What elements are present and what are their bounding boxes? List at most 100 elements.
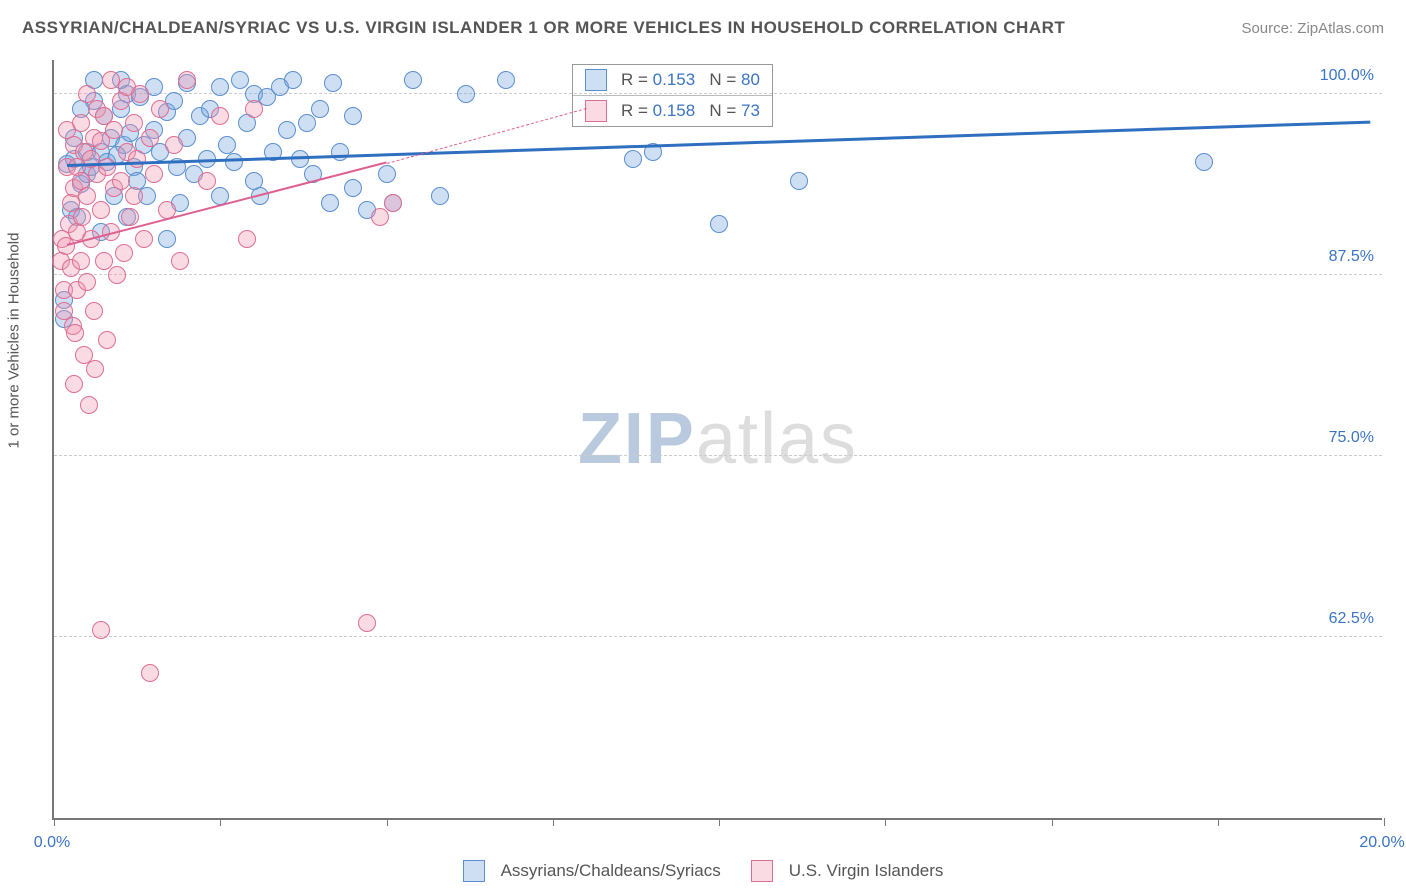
- x-tick-label: 20.0%: [1359, 834, 1404, 852]
- legend-row: R = 0.158 N = 73: [573, 95, 772, 126]
- scatter-point: [72, 252, 90, 270]
- legend-row: R = 0.153 N = 80: [573, 65, 772, 95]
- scatter-point: [457, 85, 475, 103]
- scatter-point: [86, 360, 104, 378]
- scatter-point: [1195, 153, 1213, 171]
- chart-source: Source: ZipAtlas.com: [1241, 20, 1384, 37]
- scatter-point: [92, 621, 110, 639]
- scatter-point: [98, 158, 116, 176]
- scatter-point: [378, 165, 396, 183]
- legend-series: Assyrians/Chaldeans/Syriacs U.S. Virgin I…: [0, 860, 1406, 882]
- trend-line: [386, 108, 586, 164]
- scatter-point: [238, 230, 256, 248]
- scatter-point: [178, 71, 196, 89]
- scatter-point: [311, 100, 329, 118]
- scatter-point: [108, 266, 126, 284]
- watermark-zip: ZIP: [578, 399, 696, 479]
- x-tick-label: 0.0%: [34, 834, 70, 852]
- gridline: [54, 274, 1382, 275]
- scatter-point: [371, 208, 389, 226]
- legend-stat: R = 0.153 N = 80: [621, 70, 760, 90]
- scatter-point: [245, 100, 263, 118]
- scatter-point: [145, 165, 163, 183]
- scatter-point: [624, 150, 642, 168]
- scatter-point: [344, 179, 362, 197]
- scatter-point: [165, 136, 183, 154]
- scatter-point: [231, 71, 249, 89]
- scatter-point: [57, 237, 75, 255]
- scatter-point: [358, 614, 376, 632]
- legend-swatch: [585, 100, 607, 122]
- legend-item: Assyrians/Chaldeans/Syriacs: [463, 860, 721, 882]
- scatter-point: [151, 100, 169, 118]
- scatter-point: [95, 252, 113, 270]
- scatter-point: [135, 230, 153, 248]
- scatter-point: [298, 114, 316, 132]
- legend-item: U.S. Virgin Islanders: [751, 860, 944, 882]
- y-tick-label: 62.5%: [1329, 610, 1374, 628]
- scatter-point: [121, 208, 139, 226]
- scatter-point: [66, 324, 84, 342]
- watermark: ZIPatlas: [578, 398, 858, 480]
- legend-swatch: [585, 69, 607, 91]
- scatter-point: [284, 71, 302, 89]
- scatter-point: [115, 244, 133, 262]
- x-tick: [1218, 818, 1219, 826]
- scatter-point: [98, 331, 116, 349]
- scatter-point: [141, 664, 159, 682]
- scatter-point: [384, 194, 402, 212]
- x-tick: [885, 818, 886, 826]
- trend-line: [67, 120, 1370, 166]
- legend-swatch: [751, 860, 773, 882]
- scatter-point: [211, 107, 229, 125]
- x-tick: [387, 818, 388, 826]
- scatter-point: [331, 143, 349, 161]
- x-tick: [1052, 818, 1053, 826]
- gridline: [54, 455, 1382, 456]
- scatter-point: [324, 74, 342, 92]
- x-tick: [1384, 818, 1385, 826]
- scatter-point: [65, 375, 83, 393]
- scatter-point: [131, 85, 149, 103]
- gridline: [54, 636, 1382, 637]
- watermark-atlas: atlas: [696, 399, 858, 479]
- scatter-point: [321, 194, 339, 212]
- y-tick-label: 87.5%: [1329, 248, 1374, 266]
- scatter-point: [790, 172, 808, 190]
- chart-title: ASSYRIAN/CHALDEAN/SYRIAC VS U.S. VIRGIN …: [22, 18, 1065, 38]
- scatter-point: [198, 172, 216, 190]
- y-tick-label: 100.0%: [1320, 67, 1374, 85]
- scatter-point: [710, 215, 728, 233]
- scatter-point: [158, 230, 176, 248]
- y-tick-label: 75.0%: [1329, 429, 1374, 447]
- scatter-point: [141, 129, 159, 147]
- scatter-point: [105, 121, 123, 139]
- scatter-point: [85, 302, 103, 320]
- scatter-point: [78, 273, 96, 291]
- scatter-point: [78, 187, 96, 205]
- scatter-point: [112, 172, 130, 190]
- x-tick: [54, 818, 55, 826]
- scatter-point: [431, 187, 449, 205]
- plot-area: ZIPatlas R = 0.153 N = 80 R = 0.158 N = 7…: [52, 60, 1382, 820]
- scatter-point: [278, 121, 296, 139]
- scatter-point: [225, 153, 243, 171]
- scatter-point: [125, 114, 143, 132]
- legend-correlation: R = 0.153 N = 80 R = 0.158 N = 73: [572, 64, 773, 127]
- scatter-point: [218, 136, 236, 154]
- scatter-point: [92, 201, 110, 219]
- scatter-point: [344, 107, 362, 125]
- scatter-point: [80, 396, 98, 414]
- x-tick: [220, 818, 221, 826]
- legend-stat: R = 0.158 N = 73: [621, 101, 760, 121]
- scatter-point: [211, 78, 229, 96]
- scatter-point: [102, 71, 120, 89]
- legend-label: U.S. Virgin Islanders: [789, 861, 944, 881]
- x-tick: [553, 818, 554, 826]
- legend-swatch: [463, 860, 485, 882]
- scatter-point: [497, 71, 515, 89]
- x-tick: [719, 818, 720, 826]
- scatter-point: [404, 71, 422, 89]
- scatter-point: [72, 114, 90, 132]
- scatter-point: [171, 252, 189, 270]
